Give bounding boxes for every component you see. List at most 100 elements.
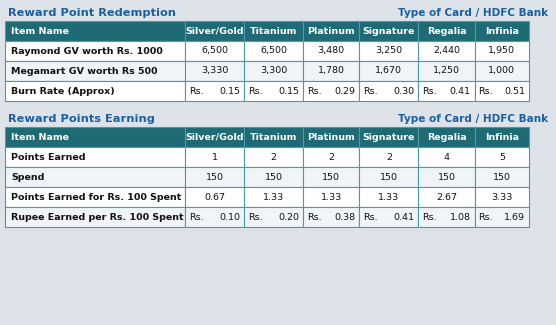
Bar: [185, 21, 244, 41]
Text: Rs.: Rs.: [423, 86, 437, 96]
Bar: [418, 127, 475, 147]
Text: Rs.: Rs.: [307, 213, 322, 222]
Bar: [303, 207, 359, 227]
Text: 1.33: 1.33: [321, 192, 342, 202]
Bar: [244, 147, 303, 167]
Text: Spend: Spend: [11, 173, 44, 181]
Bar: [359, 127, 418, 147]
Text: 2.67: 2.67: [436, 192, 457, 202]
Bar: [185, 61, 244, 81]
Text: Platinum: Platinum: [307, 133, 355, 141]
Text: 150: 150: [438, 173, 455, 181]
Bar: [303, 21, 359, 41]
Bar: [303, 187, 359, 207]
Bar: [418, 167, 475, 187]
Bar: [475, 187, 529, 207]
Text: 3,300: 3,300: [260, 67, 287, 75]
Bar: [418, 187, 475, 207]
Bar: [5, 207, 185, 227]
Text: 4: 4: [444, 152, 449, 162]
Bar: [5, 81, 185, 101]
Bar: [303, 167, 359, 187]
Text: 1.08: 1.08: [450, 213, 470, 222]
Text: Rs.: Rs.: [479, 86, 493, 96]
Bar: [244, 167, 303, 187]
Bar: [5, 127, 185, 147]
Bar: [185, 187, 244, 207]
Bar: [303, 41, 359, 61]
Bar: [244, 81, 303, 101]
Text: 1.33: 1.33: [378, 192, 399, 202]
Text: Rs.: Rs.: [307, 86, 322, 96]
Text: Item Name: Item Name: [11, 133, 69, 141]
Text: 150: 150: [493, 173, 511, 181]
Bar: [359, 147, 418, 167]
Text: Type of Card / HDFC Bank: Type of Card / HDFC Bank: [398, 114, 548, 124]
Text: 0.30: 0.30: [393, 86, 414, 96]
Text: 1.33: 1.33: [263, 192, 284, 202]
Text: 2: 2: [328, 152, 334, 162]
Bar: [359, 167, 418, 187]
Bar: [418, 61, 475, 81]
Bar: [418, 81, 475, 101]
Bar: [5, 187, 185, 207]
Text: Silver/Gold: Silver/Gold: [185, 133, 244, 141]
Text: 150: 150: [206, 173, 224, 181]
Bar: [359, 187, 418, 207]
Bar: [303, 81, 359, 101]
Text: 1,250: 1,250: [433, 67, 460, 75]
Text: 2,440: 2,440: [433, 46, 460, 56]
Text: 150: 150: [322, 173, 340, 181]
Bar: [185, 167, 244, 187]
Text: Regalia: Regalia: [426, 133, 466, 141]
Bar: [303, 127, 359, 147]
Bar: [359, 81, 418, 101]
Text: Infinia: Infinia: [485, 133, 519, 141]
Text: Megamart GV worth Rs 500: Megamart GV worth Rs 500: [11, 67, 157, 75]
Text: 1.69: 1.69: [504, 213, 525, 222]
Text: Rs.: Rs.: [364, 213, 378, 222]
Bar: [475, 127, 529, 147]
Bar: [475, 61, 529, 81]
Text: 1,000: 1,000: [488, 67, 515, 75]
Text: 150: 150: [380, 173, 398, 181]
Text: Rs.: Rs.: [423, 213, 437, 222]
Text: 0.10: 0.10: [219, 213, 240, 222]
Bar: [185, 41, 244, 61]
Text: 6,500: 6,500: [260, 46, 287, 56]
Text: 3,330: 3,330: [201, 67, 229, 75]
Bar: [359, 61, 418, 81]
Text: Rs.: Rs.: [248, 86, 263, 96]
Bar: [359, 41, 418, 61]
Text: Platinum: Platinum: [307, 27, 355, 35]
Text: 0.67: 0.67: [204, 192, 225, 202]
Text: Points Earned for Rs. 100 Spent: Points Earned for Rs. 100 Spent: [11, 192, 181, 202]
Bar: [418, 21, 475, 41]
Text: Titanium: Titanium: [250, 133, 297, 141]
Bar: [244, 127, 303, 147]
Text: 6,500: 6,500: [201, 46, 228, 56]
Bar: [5, 167, 185, 187]
Text: 3,480: 3,480: [317, 46, 345, 56]
Text: 3,250: 3,250: [375, 46, 403, 56]
Text: 0.15: 0.15: [278, 86, 299, 96]
Text: Points Earned: Points Earned: [11, 152, 86, 162]
Text: 2: 2: [271, 152, 277, 162]
Text: 0.20: 0.20: [278, 213, 299, 222]
Text: Item Name: Item Name: [11, 27, 69, 35]
Bar: [418, 41, 475, 61]
Bar: [475, 167, 529, 187]
Bar: [303, 147, 359, 167]
Text: Reward Point Redemption: Reward Point Redemption: [8, 8, 176, 18]
Text: Rs.: Rs.: [364, 86, 378, 96]
Text: Rs.: Rs.: [189, 213, 204, 222]
Bar: [185, 127, 244, 147]
Text: Rs.: Rs.: [479, 213, 493, 222]
Bar: [185, 81, 244, 101]
Bar: [244, 187, 303, 207]
Text: Signature: Signature: [363, 27, 415, 35]
Bar: [475, 207, 529, 227]
Text: 0.41: 0.41: [393, 213, 414, 222]
Text: 1,780: 1,780: [317, 67, 345, 75]
Text: Regalia: Regalia: [426, 27, 466, 35]
